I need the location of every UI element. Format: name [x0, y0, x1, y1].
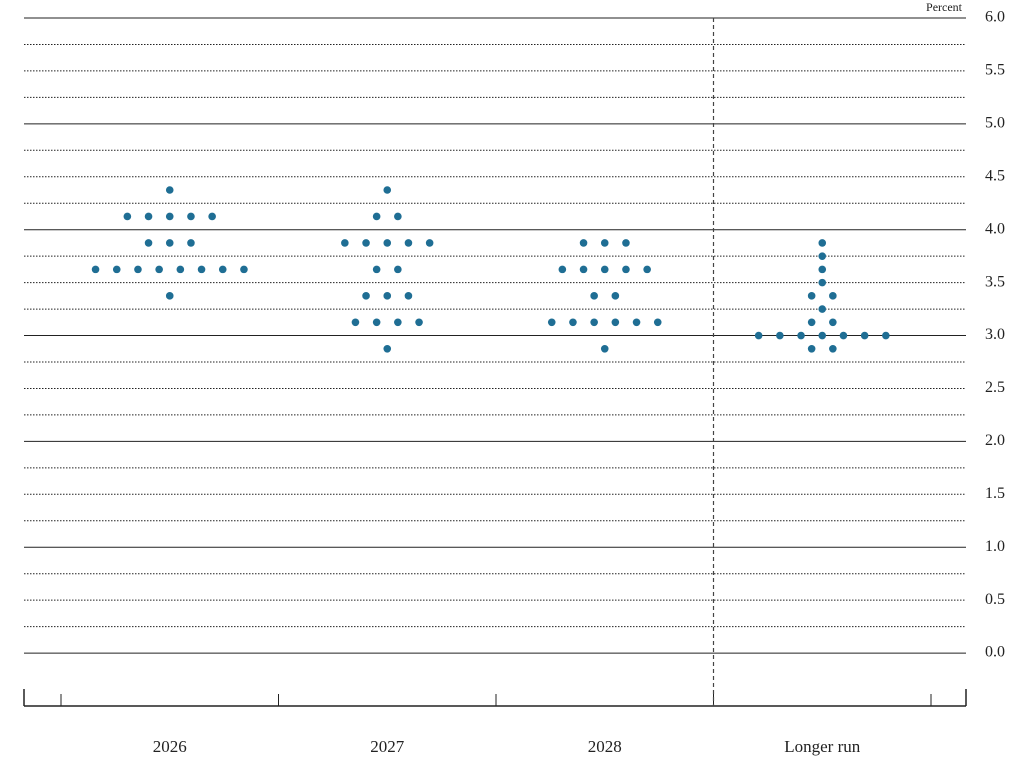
- y-tick-label: 4.0: [985, 220, 1005, 237]
- dot: [882, 331, 890, 340]
- dot: [394, 265, 402, 274]
- dot: [197, 265, 206, 274]
- x-tick-label: 2027: [370, 737, 405, 756]
- dot: [362, 292, 370, 300]
- dot: [797, 331, 805, 340]
- dot: [372, 265, 381, 274]
- y-tick-label: 1.5: [985, 485, 1005, 502]
- dot: [860, 331, 869, 340]
- dot: [341, 239, 349, 247]
- dot: [187, 212, 195, 221]
- dot: [590, 318, 598, 327]
- dot: [829, 344, 837, 353]
- dot: [165, 239, 174, 247]
- dot: [611, 292, 620, 300]
- x-tick-label: 2026: [153, 737, 187, 756]
- dot: [144, 239, 153, 247]
- y-tick-label: 5.5: [985, 62, 1005, 79]
- x-tick-label: Longer run: [784, 737, 861, 756]
- dot: [112, 265, 121, 274]
- y-tick-label: 3.5: [985, 273, 1005, 290]
- dot: [187, 239, 195, 247]
- y-tick-label: 1.0: [985, 538, 1005, 555]
- dot: [590, 292, 598, 300]
- dot: [208, 212, 216, 221]
- dot: [611, 318, 620, 327]
- dot: [91, 265, 100, 274]
- y-tick-label: 4.5: [985, 167, 1005, 184]
- dot: [807, 292, 816, 300]
- dot: [818, 239, 827, 247]
- dot: [829, 292, 837, 300]
- y-tick-label: 0.5: [985, 591, 1005, 608]
- dot: [818, 331, 827, 340]
- dot: [240, 265, 248, 274]
- dot: [404, 239, 413, 247]
- dot: [404, 292, 413, 300]
- y-tick-label: 2.5: [985, 379, 1005, 396]
- dot: [218, 265, 227, 274]
- dot: [776, 331, 784, 340]
- y-tick-label: 6.0: [985, 9, 1005, 26]
- dot: [351, 318, 360, 327]
- dot: [394, 212, 402, 221]
- y-tick-label: 3.0: [985, 326, 1005, 343]
- dot: [807, 344, 816, 353]
- dot: [547, 318, 556, 327]
- dot: [754, 331, 763, 340]
- dot: [372, 212, 381, 221]
- dot: [155, 265, 163, 274]
- dot: [818, 278, 827, 287]
- dot: [165, 186, 174, 194]
- dot: [176, 265, 185, 274]
- dot: [622, 265, 630, 274]
- y-tick-label: 2.0: [985, 432, 1005, 449]
- dot: [818, 252, 827, 260]
- dot: [134, 265, 142, 274]
- dot: [383, 344, 392, 353]
- dot: [653, 318, 662, 327]
- dot: [632, 318, 641, 327]
- dot: [569, 318, 577, 327]
- dot: [818, 265, 827, 274]
- y-tick-label: 0.0: [985, 644, 1005, 661]
- dot: [165, 292, 174, 300]
- y-tick-label: 5.0: [985, 115, 1005, 132]
- dot: [165, 212, 174, 221]
- dot: [622, 239, 630, 247]
- dot: [600, 265, 609, 274]
- dot: [372, 318, 381, 327]
- dot: [643, 265, 651, 274]
- dot: [425, 239, 434, 247]
- dot: [818, 305, 827, 313]
- dot: [600, 239, 609, 247]
- dot: [415, 318, 423, 327]
- dot: [383, 239, 392, 247]
- dot: [383, 292, 392, 300]
- y-axis-label: Percent: [926, 0, 963, 14]
- x-tick-label: 2028: [588, 737, 622, 756]
- dot: [829, 318, 837, 327]
- dot: [383, 186, 392, 194]
- dot: [839, 331, 848, 340]
- dot: [123, 212, 132, 221]
- dot: [600, 344, 609, 353]
- dot: [579, 239, 588, 247]
- dot: [579, 265, 588, 274]
- dot: [144, 212, 153, 221]
- dot: [362, 239, 370, 247]
- dot: [558, 265, 567, 274]
- dot: [394, 318, 402, 327]
- dot: [807, 318, 816, 327]
